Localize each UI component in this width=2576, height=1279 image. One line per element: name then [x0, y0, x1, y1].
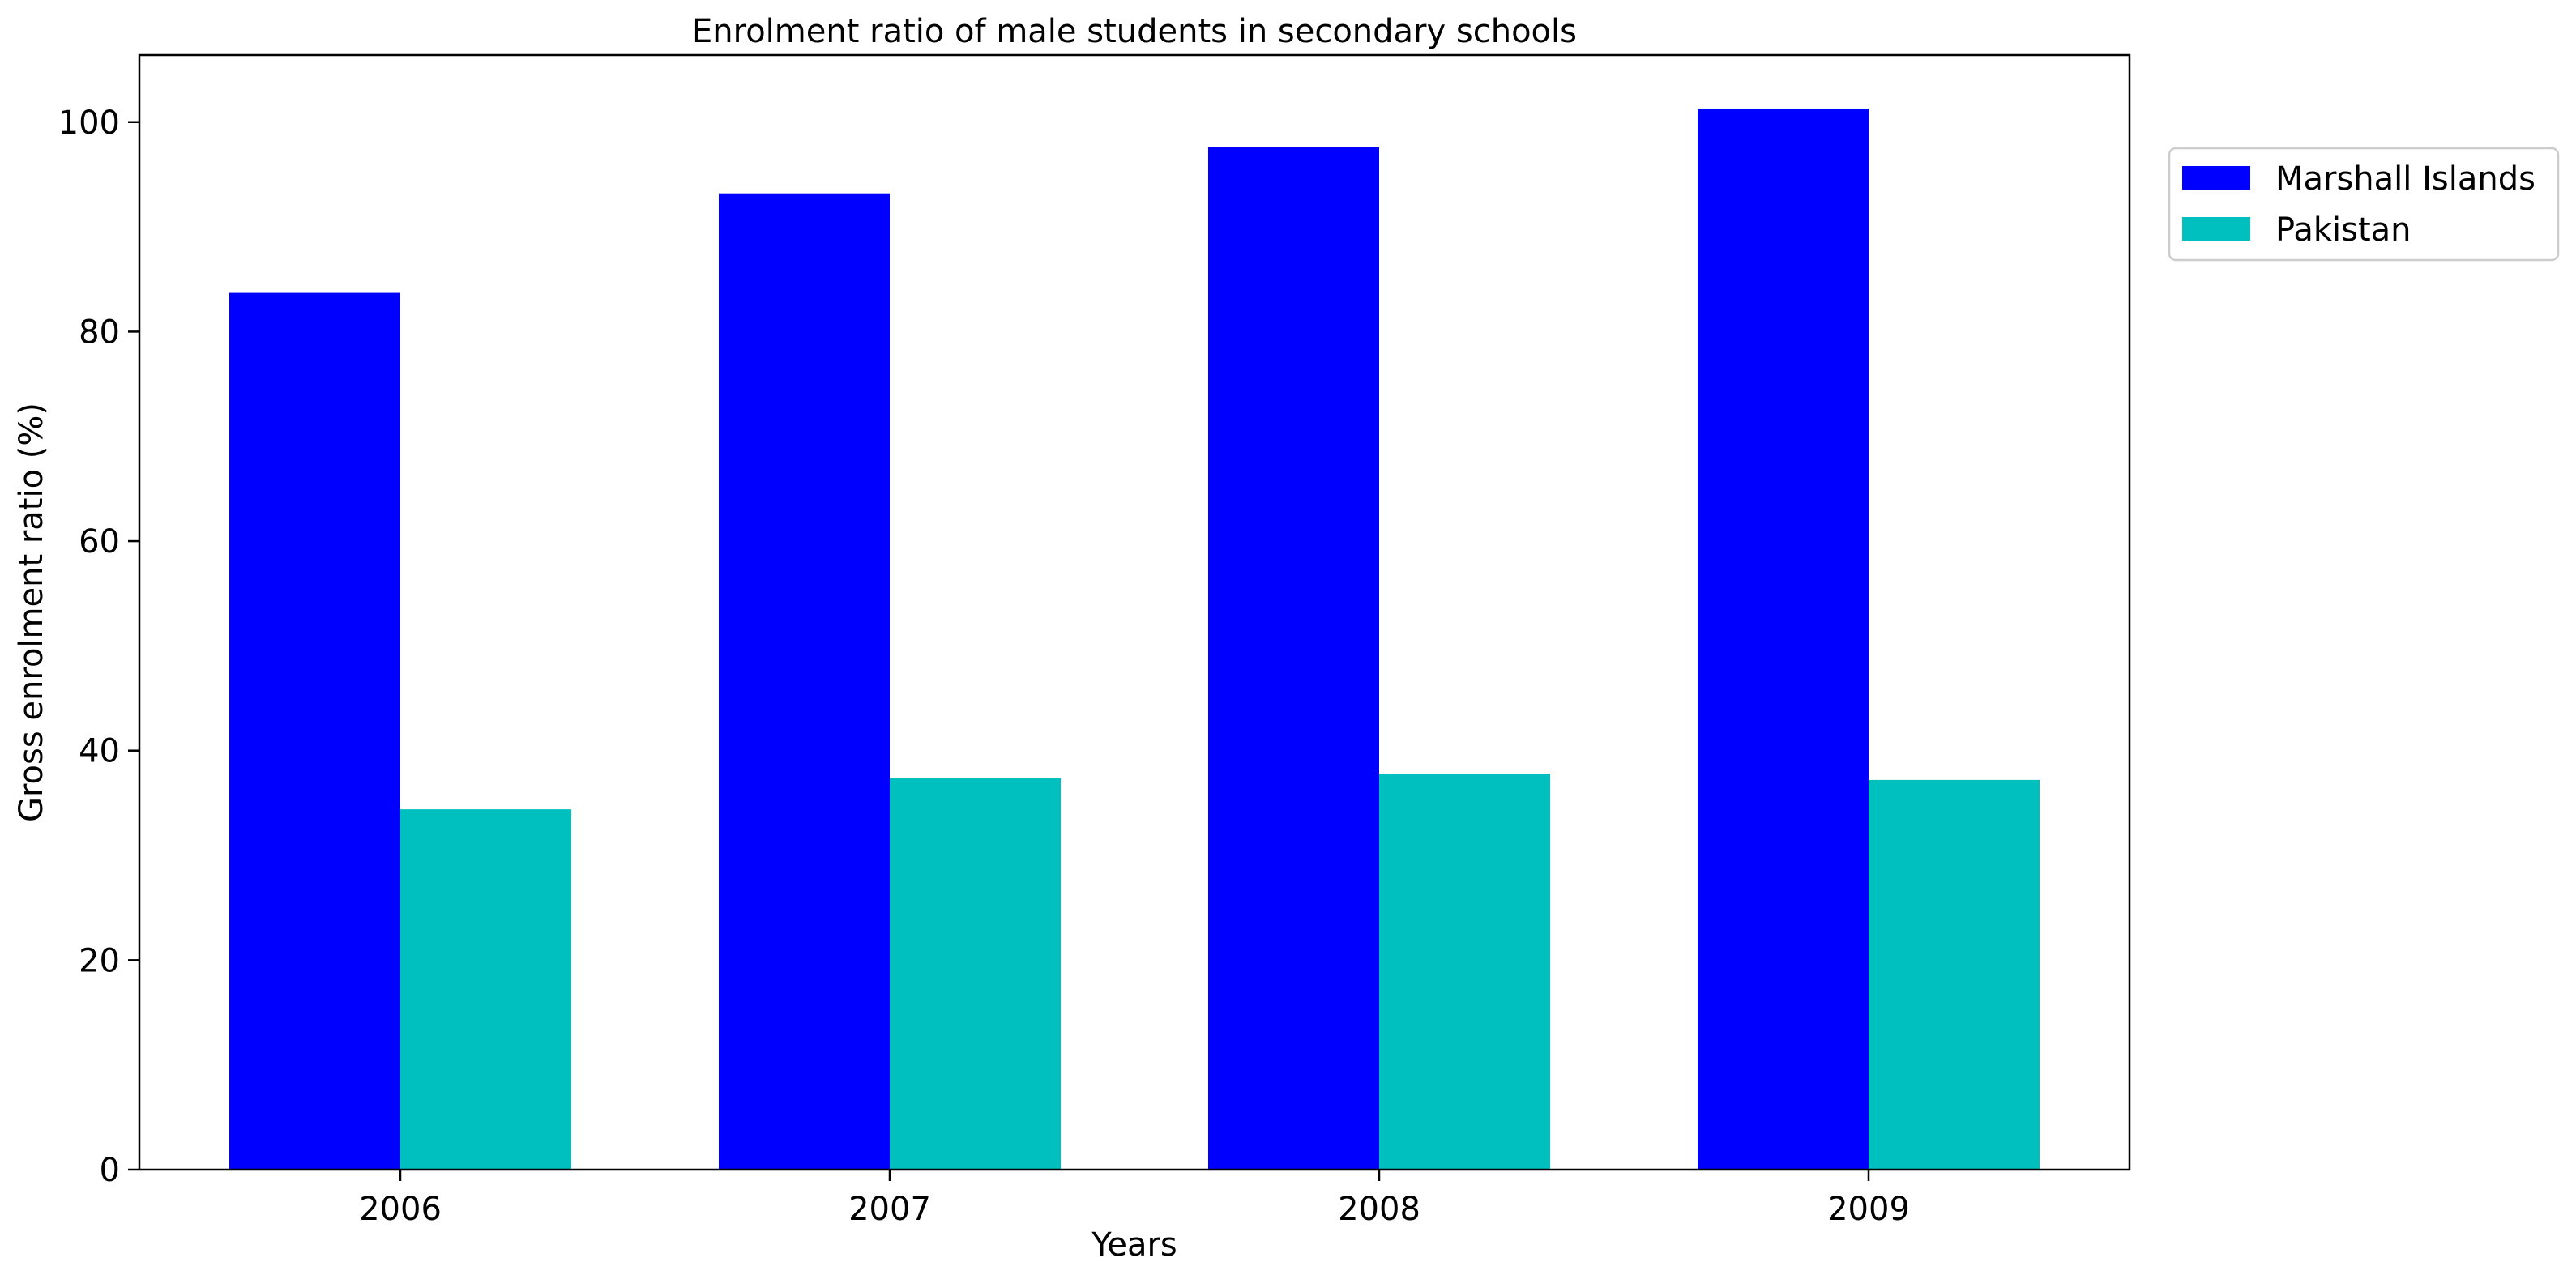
bar-pakistan-2007: [890, 778, 1061, 1170]
y-tick-label: 100: [58, 104, 120, 142]
y-axis-label: Gross enrolment ratio (%): [13, 403, 50, 822]
y-tick-label: 20: [79, 942, 120, 979]
legend-box: [2168, 147, 2560, 262]
x-tick-label: 2007: [848, 1191, 931, 1228]
chart-title: Enrolment ratio of male students in seco…: [692, 13, 1577, 50]
y-tick-label: 60: [79, 523, 120, 561]
bar-marshall-islands-2009: [1698, 108, 1869, 1170]
x-tick-label: 2006: [359, 1191, 442, 1228]
legend-label-pakistan: Pakistan: [2275, 211, 2412, 249]
y-axis-ticks: 0 20 40 60 80 100: [58, 104, 139, 1189]
legend-swatch-marshall-islands: [2182, 166, 2250, 190]
x-tick-label: 2008: [1338, 1191, 1420, 1228]
legend-swatch-pakistan: [2182, 217, 2250, 241]
bar-marshall-islands-2008: [1208, 147, 1379, 1170]
bar-marshall-islands-2006: [229, 292, 400, 1170]
bar-pakistan-2008: [1379, 774, 1550, 1170]
legend: Marshall Islands Pakistan: [2168, 147, 2560, 262]
x-axis-label: Years: [1091, 1226, 1177, 1264]
bar-marshall-islands-2007: [719, 193, 890, 1170]
bar-pakistan-2006: [400, 809, 571, 1170]
x-axis-ticks: 2006 2007 2008 2009: [359, 1170, 1910, 1228]
y-tick-label: 0: [100, 1152, 120, 1189]
bars-group: [229, 108, 2040, 1170]
x-tick-label: 2009: [1827, 1191, 1910, 1228]
bar-pakistan-2009: [1869, 779, 2040, 1170]
plot-frame: [138, 53, 2131, 1171]
legend-label-marshall-islands: Marshall Islands: [2275, 160, 2535, 198]
y-tick-label: 40: [79, 733, 120, 770]
y-tick-label: 80: [79, 313, 120, 351]
